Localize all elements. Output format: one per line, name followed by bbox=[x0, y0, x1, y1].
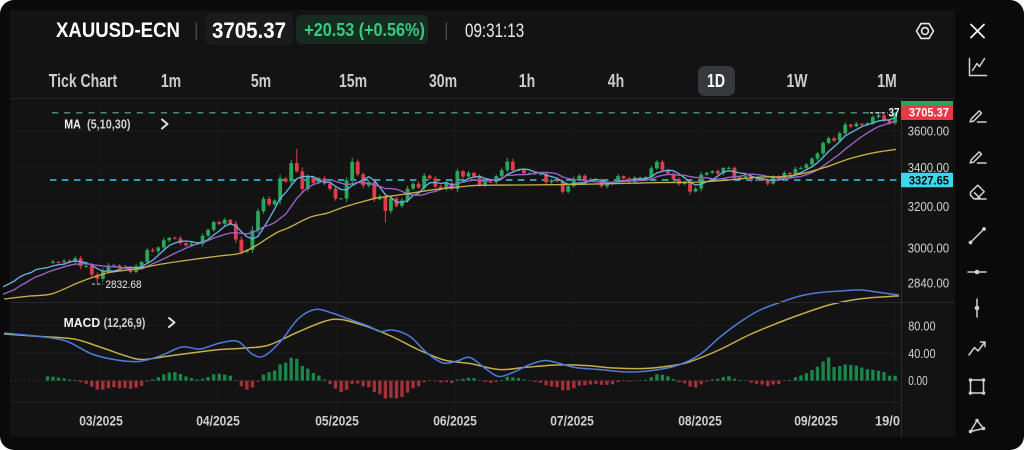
svg-text:2840.00: 2840.00 bbox=[908, 277, 950, 291]
svg-text:3000.00: 3000.00 bbox=[908, 241, 950, 255]
svg-text:2832.68: 2832.68 bbox=[106, 279, 142, 291]
svg-text:3705.37: 3705.37 bbox=[909, 105, 949, 119]
svg-text:09/2025: 09/2025 bbox=[794, 413, 838, 429]
svg-text:MACD: MACD bbox=[64, 315, 101, 330]
svg-text:07/2025: 07/2025 bbox=[550, 413, 594, 429]
svg-text:08/2025: 08/2025 bbox=[678, 413, 722, 429]
svg-text:80.00: 80.00 bbox=[908, 319, 935, 333]
svg-text:3400.00: 3400.00 bbox=[908, 161, 950, 175]
svg-text:06/2025: 06/2025 bbox=[433, 413, 477, 429]
svg-text:0.00: 0.00 bbox=[908, 374, 928, 388]
svg-text:40.00: 40.00 bbox=[908, 347, 935, 361]
svg-text:3200.00: 3200.00 bbox=[908, 200, 950, 214]
svg-text:37: 37 bbox=[889, 105, 900, 119]
svg-text:(5,10,30): (5,10,30) bbox=[87, 117, 131, 132]
svg-text:19/0: 19/0 bbox=[875, 413, 900, 429]
svg-text:MA: MA bbox=[64, 117, 81, 132]
svg-text:(12,26,9): (12,26,9) bbox=[104, 315, 146, 330]
svg-text:3600.00: 3600.00 bbox=[908, 125, 950, 139]
svg-text:03/2025: 03/2025 bbox=[79, 413, 123, 429]
svg-text:3327.65: 3327.65 bbox=[909, 174, 949, 188]
svg-text:05/2025: 05/2025 bbox=[315, 413, 359, 429]
svg-text:04/2025: 04/2025 bbox=[196, 413, 240, 429]
